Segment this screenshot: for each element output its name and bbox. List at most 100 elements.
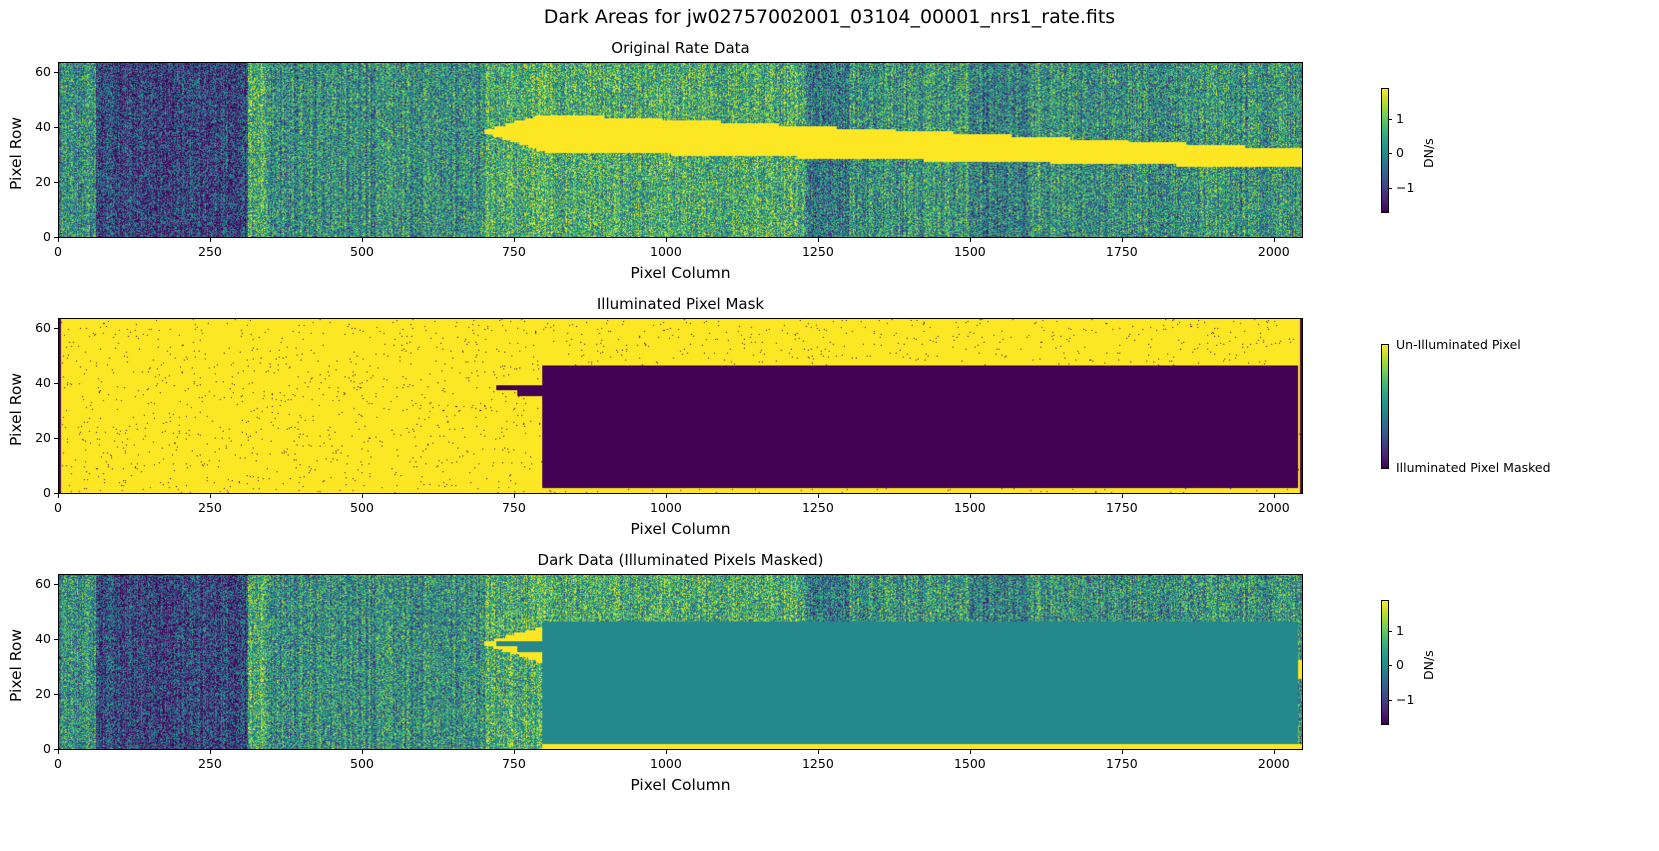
panel-title: Original Rate Data (611, 39, 750, 57)
colorbar-tick-label: 0 (1396, 145, 1404, 161)
colorbar (1381, 88, 1389, 213)
x-tick-mark (1121, 750, 1123, 754)
colorbar (1381, 344, 1389, 469)
x-axis-label: Pixel Column (630, 264, 731, 282)
heatmap-axes (58, 574, 1303, 750)
y-tick-label: 20 (35, 173, 51, 189)
x-tick-mark (361, 494, 363, 498)
colorbar-tick-mark (1388, 118, 1392, 120)
x-tick-label: 250 (198, 756, 222, 771)
x-tick-label: 750 (501, 756, 526, 771)
y-axis-label: Pixel Row (7, 372, 25, 446)
y-tick-mark (54, 693, 58, 695)
x-tick-mark (1273, 238, 1275, 242)
y-tick-mark (54, 583, 58, 585)
colorbar-label: DN/s (1421, 138, 1436, 168)
x-tick-label: 1250 (801, 500, 834, 515)
x-tick-mark (969, 494, 971, 498)
y-tick-label: 0 (43, 228, 51, 244)
x-tick-mark (817, 750, 819, 754)
x-tick-label: 1750 (1105, 756, 1138, 771)
x-tick-mark (58, 494, 59, 498)
colorbar-tick-label: 0 (1396, 657, 1404, 673)
y-tick-mark (54, 437, 58, 439)
y-tick-mark (54, 71, 58, 73)
x-tick-label: 250 (198, 244, 222, 259)
y-tick-label: 40 (35, 630, 51, 646)
y-axis-label: Pixel Row (7, 116, 25, 190)
x-tick-label: 0 (54, 244, 62, 259)
x-tick-mark (513, 238, 515, 242)
colorbar (1381, 600, 1389, 725)
y-tick-label: 0 (43, 484, 51, 500)
heatmap-image (59, 575, 1302, 749)
x-tick-mark (1273, 750, 1275, 754)
x-tick-mark (817, 494, 819, 498)
x-axis-label: Pixel Column (630, 776, 731, 794)
x-tick-mark (1121, 494, 1123, 498)
x-tick-mark (969, 750, 971, 754)
heatmap-image (59, 319, 1302, 493)
x-tick-label: 0 (54, 756, 62, 771)
x-tick-mark (58, 238, 59, 242)
x-tick-mark (817, 238, 819, 242)
colorbar-tick-label: −1 (1396, 180, 1415, 196)
x-tick-mark (209, 494, 211, 498)
x-tick-label: 0 (54, 500, 62, 515)
panel-title: Dark Data (Illuminated Pixels Masked) (537, 551, 824, 569)
x-tick-mark (969, 238, 971, 242)
x-tick-label: 2000 (1257, 756, 1290, 771)
colorbar-label: DN/s (1421, 650, 1436, 680)
y-tick-label: 60 (35, 575, 51, 591)
y-tick-mark (54, 492, 58, 494)
x-tick-mark (1121, 238, 1123, 242)
heatmap-image (59, 63, 1302, 237)
heatmap-axes (58, 62, 1303, 238)
x-tick-label: 1500 (953, 756, 986, 771)
x-tick-mark (513, 750, 515, 754)
x-tick-label: 1500 (953, 244, 986, 259)
x-tick-label: 1250 (801, 756, 834, 771)
y-tick-label: 20 (35, 429, 51, 445)
colorbar-tick-label: Illuminated Pixel Masked (1396, 460, 1551, 475)
y-tick-mark (54, 382, 58, 384)
x-tick-mark (665, 750, 667, 754)
x-tick-label: 750 (501, 500, 526, 515)
colorbar-tick-label: −1 (1396, 692, 1415, 708)
colorbar-tick-mark (1388, 665, 1392, 667)
y-tick-label: 20 (35, 685, 51, 701)
x-tick-label: 1750 (1105, 500, 1138, 515)
x-tick-label: 1000 (650, 244, 682, 259)
y-tick-label: 40 (35, 118, 51, 134)
x-tick-label: 1250 (801, 244, 834, 259)
colorbar-tick-label: 1 (1396, 622, 1404, 638)
heatmap-axes (58, 318, 1303, 494)
y-tick-mark (54, 638, 58, 640)
x-tick-label: 2000 (1257, 500, 1290, 515)
x-tick-mark (665, 494, 667, 498)
x-tick-label: 1750 (1105, 244, 1138, 259)
x-tick-mark (209, 750, 211, 754)
x-tick-label: 1000 (650, 756, 682, 771)
x-tick-label: 250 (198, 500, 222, 515)
y-axis-label: Pixel Row (7, 628, 25, 702)
x-tick-mark (513, 494, 515, 498)
x-tick-label: 1000 (650, 500, 682, 515)
figure-title: Dark Areas for jw02757002001_03104_00001… (543, 6, 1116, 28)
y-tick-label: 0 (43, 740, 51, 756)
y-tick-mark (54, 748, 58, 750)
x-axis-label: Pixel Column (630, 520, 731, 538)
y-tick-label: 60 (35, 319, 51, 335)
y-tick-label: 60 (35, 63, 51, 79)
x-tick-label: 500 (350, 244, 374, 259)
y-tick-mark (54, 126, 58, 128)
x-tick-label: 500 (350, 756, 374, 771)
x-tick-mark (361, 750, 363, 754)
colorbar-tick-label: 1 (1396, 110, 1404, 126)
colorbar-tick-mark (1388, 188, 1392, 190)
x-tick-mark (665, 238, 667, 242)
x-tick-mark (361, 238, 363, 242)
x-tick-mark (58, 750, 59, 754)
y-tick-mark (54, 181, 58, 183)
